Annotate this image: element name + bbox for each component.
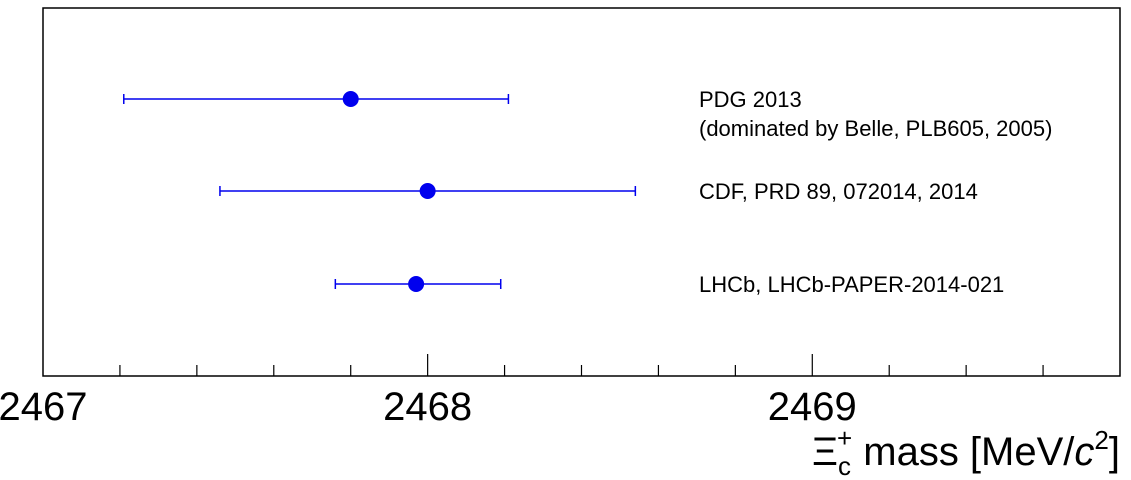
x-axis-ticks bbox=[119, 354, 1044, 376]
x-axis-title: Ξc+ mass [MeV/c2] bbox=[812, 423, 1120, 480]
point-marker bbox=[419, 183, 436, 199]
data-point bbox=[219, 183, 637, 199]
entry-label: CDF, PRD 89, 072014, 2014 bbox=[699, 179, 978, 204]
tick-label: 2467 bbox=[0, 385, 87, 429]
entry-label: LHCb, LHCb-PAPER-2014-021 bbox=[699, 272, 1004, 297]
point-marker bbox=[342, 91, 359, 107]
x-axis-title-c: c bbox=[1074, 430, 1094, 474]
x-axis-title-superscript: + bbox=[837, 423, 852, 453]
tick-label: 2468 bbox=[383, 385, 472, 429]
entry-labels: PDG 2013 (dominated by Belle, PLB605, 200… bbox=[699, 87, 1052, 297]
x-axis-title-subscript: c bbox=[838, 451, 851, 480]
point-marker bbox=[408, 276, 425, 292]
entry-label: (dominated by Belle, PLB605, 2005) bbox=[699, 116, 1052, 141]
x-axis-tick-labels: 2467 2468 2469 bbox=[0, 385, 857, 429]
tick-label: 2469 bbox=[768, 385, 857, 429]
data-point bbox=[123, 91, 510, 107]
entry-label: PDG 2013 bbox=[699, 87, 802, 112]
x-axis-title-c-superscript: 2 bbox=[1094, 425, 1108, 455]
data-points bbox=[123, 91, 637, 292]
data-point bbox=[334, 276, 502, 292]
